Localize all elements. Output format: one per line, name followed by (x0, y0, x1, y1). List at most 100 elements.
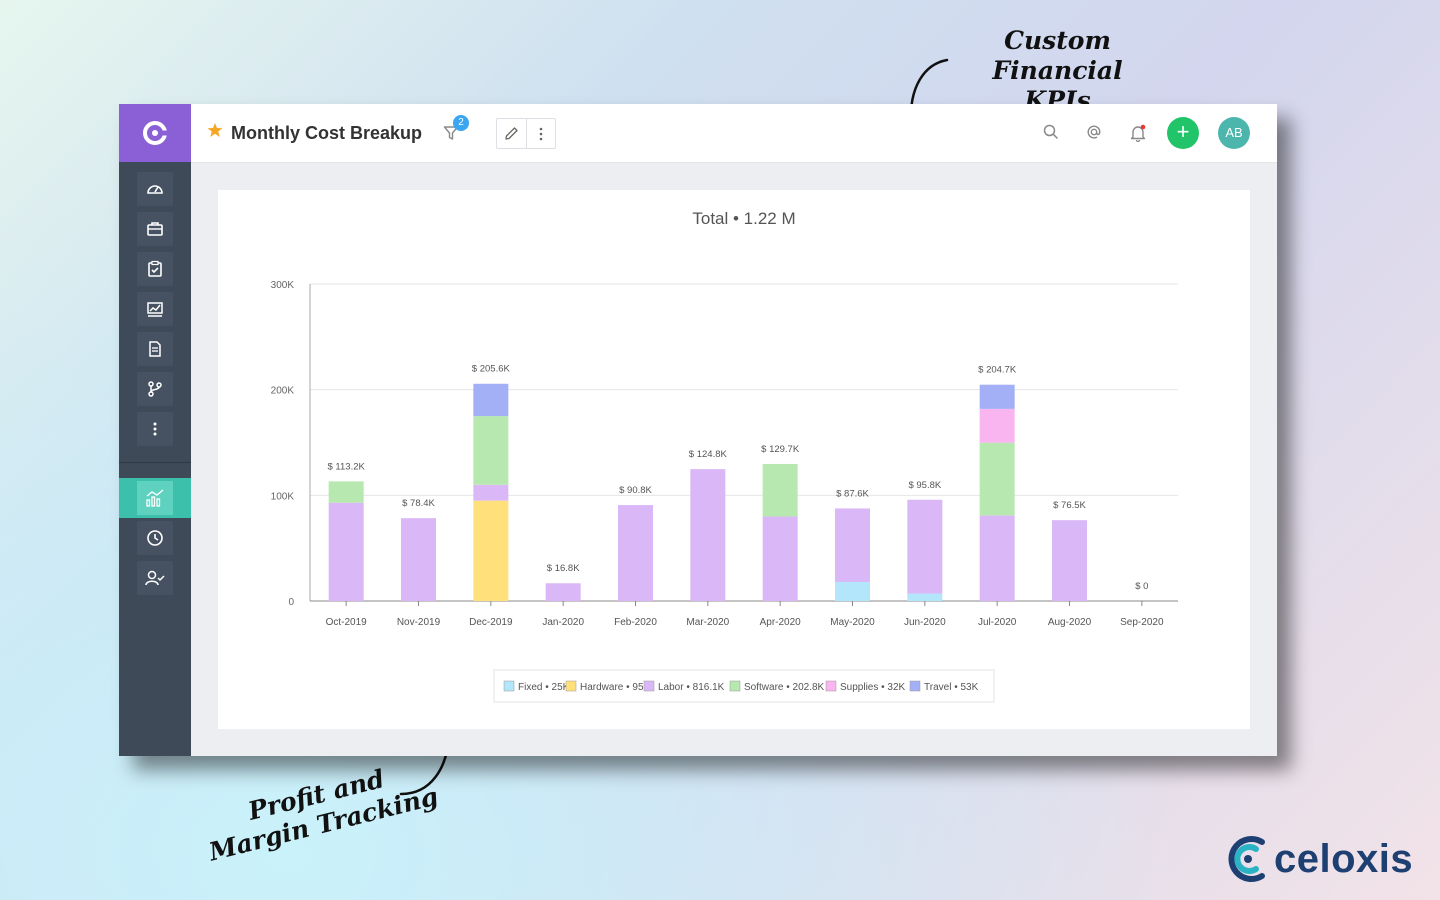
celoxis-brand-logo: celoxis (1226, 834, 1413, 884)
document-icon (149, 341, 161, 357)
bar-total-label: $ 87.6K (836, 488, 869, 499)
sidebar-item-reports[interactable] (137, 292, 173, 326)
x-tick-label: Apr-2020 (760, 617, 802, 628)
add-button[interactable]: + (1167, 117, 1199, 149)
vertical-dots-icon (539, 127, 543, 140)
user-check-icon (145, 570, 165, 586)
annotation-line: Custom (1004, 26, 1111, 55)
sidebar-item-tasks[interactable] (137, 252, 173, 286)
y-tick-label: 300K (271, 280, 295, 291)
stacked-bar-chart: Total • 1.22 M 0 100K 200K 300K Oct-2019 $ 113… (271, 209, 1178, 703)
x-tick-label: Dec-2019 (469, 617, 513, 628)
bar-total-label: $ 16.8K (547, 563, 580, 574)
bar-segment-supplies (979, 408, 1015, 443)
briefcase-icon (147, 222, 163, 236)
workflow-icon (148, 381, 162, 397)
bar-total-label: $ 0 (1135, 581, 1148, 592)
legend-swatch (643, 680, 655, 692)
legend-swatch (729, 680, 741, 692)
legend-label: Supplies • 32K (840, 682, 906, 693)
x-tick-label: Jan-2020 (542, 617, 584, 628)
bar-total-label: $ 90.8K (619, 485, 652, 496)
bar-segment-labor (545, 583, 581, 601)
chart-card: Total • 1.22 M 0 100K 200K 300K Oct-2019 $ 113… (218, 190, 1250, 729)
top-bar: Monthly Cost Breakup 2 + AB (191, 104, 1277, 163)
sidebar-item-time[interactable] (137, 521, 173, 555)
sidebar-item-more[interactable] (137, 412, 173, 446)
sidebar-item-workflow[interactable] (137, 372, 173, 406)
legend-swatch (825, 680, 837, 692)
celoxis-mark-icon (1228, 836, 1265, 882)
sidebar-item-analytics[interactable] (119, 478, 191, 518)
favorite-star-icon[interactable] (207, 122, 223, 138)
app-window: Monthly Cost Breakup 2 + AB Total • 1.22… (119, 104, 1277, 756)
bar-total-label: $ 95.8K (908, 480, 941, 491)
bar-segment-labor (618, 505, 653, 601)
clock-icon (147, 530, 163, 546)
bar-segment-fixed (835, 581, 870, 601)
bar-segment-software (979, 442, 1015, 516)
sidebar (119, 104, 191, 756)
x-tick-label: Jul-2020 (978, 617, 1017, 628)
sidebar-item-analytics-inner (137, 481, 173, 515)
edit-button[interactable] (497, 119, 527, 148)
sidebar-item-documents[interactable] (137, 332, 173, 366)
legend-label: Fixed • 25K (518, 682, 570, 693)
bar-total-label: $ 129.7K (761, 444, 800, 455)
user-avatar[interactable]: AB (1218, 117, 1250, 149)
sidebar-item-users[interactable] (137, 561, 173, 595)
more-options-button[interactable] (527, 119, 556, 148)
bar-segment-labor (979, 515, 1015, 601)
bar-segment-labor (835, 508, 870, 582)
bar-segment-labor (328, 502, 364, 601)
page-title: Monthly Cost Breakup (231, 123, 423, 143)
bar-segment-labor (762, 516, 798, 601)
filter-count-badge: 2 (453, 115, 469, 131)
analytics-icon (146, 489, 164, 507)
sidebar-item-dashboard[interactable] (137, 172, 173, 206)
y-tick-label: 200K (271, 386, 295, 397)
clipboard-icon (148, 260, 162, 277)
x-tick-label: Jun-2020 (904, 617, 946, 628)
legend-swatch (503, 680, 515, 692)
x-tick-label: Mar-2020 (686, 617, 729, 628)
legend-label: Hardware • 95K (580, 682, 651, 693)
annotation-custom-kpis: Custom Financial KPIs (965, 26, 1150, 116)
legend-label: Travel • 53K (924, 682, 979, 693)
sidebar-item-projects[interactable] (137, 212, 173, 246)
bar-segment-labor (690, 469, 726, 601)
bar-segment-hardware (473, 500, 509, 601)
y-tick-label: 100K (271, 491, 295, 502)
x-tick-label: May-2020 (830, 617, 875, 628)
bar-segment-travel (979, 384, 1015, 409)
legend-swatch (909, 680, 921, 692)
sidebar-divider (119, 462, 191, 463)
x-tick-label: Feb-2020 (614, 617, 657, 628)
bar-total-label: $ 76.5K (1053, 500, 1086, 511)
bar-segment-software (762, 463, 798, 517)
more-icon (153, 422, 157, 436)
pencil-icon (505, 127, 518, 140)
x-tick-label: Aug-2020 (1048, 617, 1092, 628)
legend-label: Labor • 816.1K (658, 682, 725, 693)
x-tick-label: Nov-2019 (397, 617, 441, 628)
mentions-icon[interactable] (1086, 124, 1102, 140)
bar-segment-fixed (907, 593, 943, 601)
toolbar-button-group (496, 118, 556, 149)
bar-segment-travel (473, 383, 509, 417)
bar-total-label: $ 78.4K (402, 498, 435, 509)
reports-icon (147, 302, 163, 317)
dashboard-icon (147, 185, 163, 194)
legend-label: Software • 202.8K (744, 682, 825, 693)
x-tick-label: Sep-2020 (1120, 617, 1164, 628)
celoxis-logo-icon (143, 121, 167, 145)
bell-icon[interactable] (1129, 124, 1147, 142)
bar-segment-labor (401, 518, 436, 601)
y-tick-label: 0 (288, 597, 294, 608)
bar-total-label: $ 124.8K (689, 449, 728, 460)
search-icon[interactable] (1043, 124, 1059, 140)
chart-title: Total • 1.22 M (692, 209, 795, 228)
bar-total-label: $ 205.6K (472, 364, 511, 375)
app-logo[interactable] (119, 104, 191, 162)
bar-total-label: $ 204.7K (978, 365, 1017, 376)
